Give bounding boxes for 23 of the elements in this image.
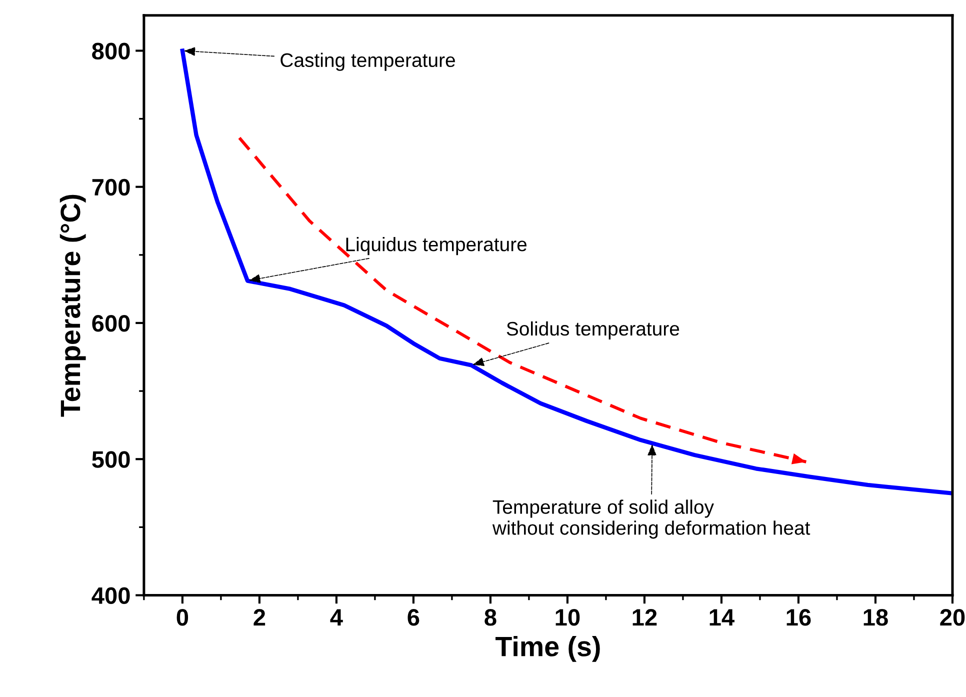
x-tick-label: 20 [940,609,965,626]
x-axis-title: Time (s) [496,636,600,662]
y-tick-label: 800 [92,42,130,60]
y-tick-label: 700 [92,178,130,196]
x-tick-label: 6 [408,609,420,626]
x-tick-label: 8 [484,609,496,626]
x-tick-label: 2 [254,609,266,626]
annotation: Liquidus temperature [346,237,527,256]
y-tick-label: 500 [92,451,130,468]
x-tick-label: 0 [176,609,188,626]
line-series [180,48,952,496]
x-tick-label: 4 [330,609,343,626]
x-tick-label: 16 [786,609,811,626]
x-tick-label: 10 [556,609,580,626]
y-tick-label: 400 [92,587,130,604]
x-tick-label: 14 [710,609,734,626]
y-tick-label: 600 [92,315,130,332]
y-axis-title: Temperature (°C) [60,194,86,417]
x-tick-label: 18 [864,609,888,626]
annotation: Solidus temperature [506,321,680,340]
annotation: Temperature of solid alloy without considering deformation heat [492,500,810,539]
x-tick-label: 12 [632,609,657,626]
annotation: Casting temperature [280,52,455,71]
